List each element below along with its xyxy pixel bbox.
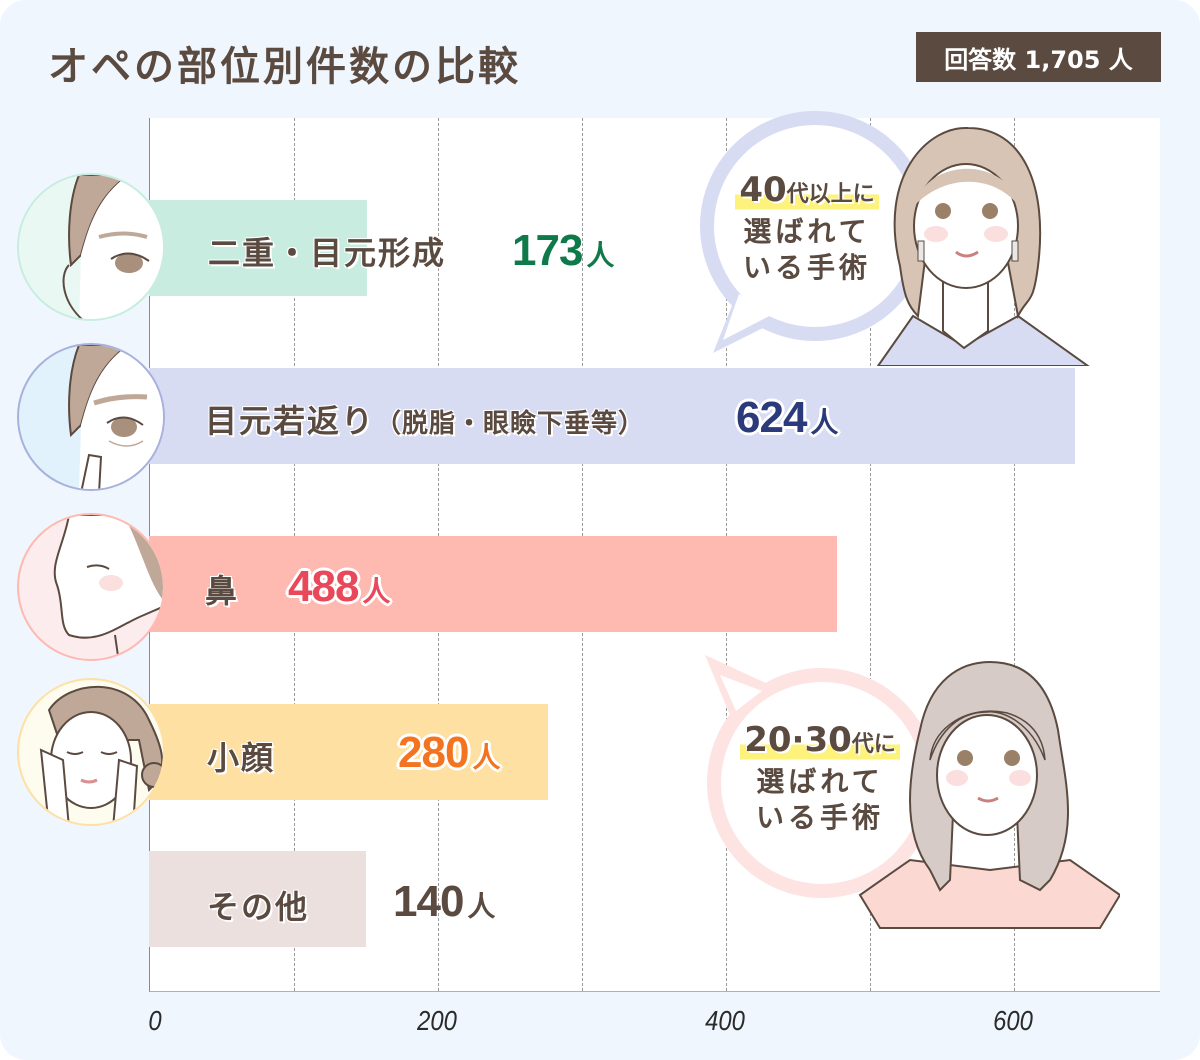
x-axis-tick: 400 — [705, 1005, 745, 1036]
bar-value-nose: 488 人 — [288, 562, 391, 611]
woman-40s-illustration — [876, 126, 1090, 366]
eyelid-illustration-icon — [17, 173, 165, 321]
bubble-text-20s-30s: 20·30代に 選ばれて いる手術 — [730, 722, 910, 836]
small-face-illustration-icon — [17, 678, 165, 826]
bar-other[interactable] — [149, 851, 366, 947]
bar-value-small-face: 280 人 — [398, 728, 501, 777]
bar-label-eyelid: 二重・目元形成 — [208, 234, 447, 272]
bar-label-nose: 鼻 — [205, 572, 240, 610]
x-axis-tick: 600 — [993, 1005, 1033, 1036]
bar-value-eyelid: 173 人 — [512, 226, 615, 275]
eye-rejuvenation-illustration-icon — [17, 343, 165, 491]
bar-value-other: 140 人 — [393, 877, 496, 926]
bubble-text-40s: 40代以上に 選ばれて いる手術 — [722, 172, 892, 286]
nose-profile-illustration-icon — [17, 513, 165, 661]
bar-label-other: その他 — [207, 888, 310, 926]
gridline — [1014, 118, 1015, 991]
bar-value-eye-rejuvenation: 624 人 — [736, 393, 839, 442]
bar-label-small-face: 小顔 — [207, 739, 276, 777]
bar-label-eye-rejuvenation: 目元若返り（脱脂・眼瞼下垂等） — [205, 402, 646, 440]
bubble-highlight-20s-30s: 20·30代に — [740, 722, 900, 763]
bubble-highlight-40s: 40代以上に — [735, 172, 879, 213]
bar-eye-rejuvenation[interactable] — [149, 368, 1075, 464]
chart-title: オペの部位別件数の比較 — [48, 44, 521, 90]
x-axis-tick: 200 — [417, 1005, 457, 1036]
x-axis-tick: 0 — [148, 1005, 162, 1036]
bar-eyelid[interactable] — [149, 200, 367, 296]
gridline — [870, 118, 871, 991]
woman-20s-30s-illustration — [858, 660, 1120, 929]
bar-small-face[interactable] — [149, 704, 548, 800]
bar-nose[interactable] — [149, 536, 837, 632]
respondent-count-badge: 回答数 1,705 人 — [916, 32, 1161, 82]
